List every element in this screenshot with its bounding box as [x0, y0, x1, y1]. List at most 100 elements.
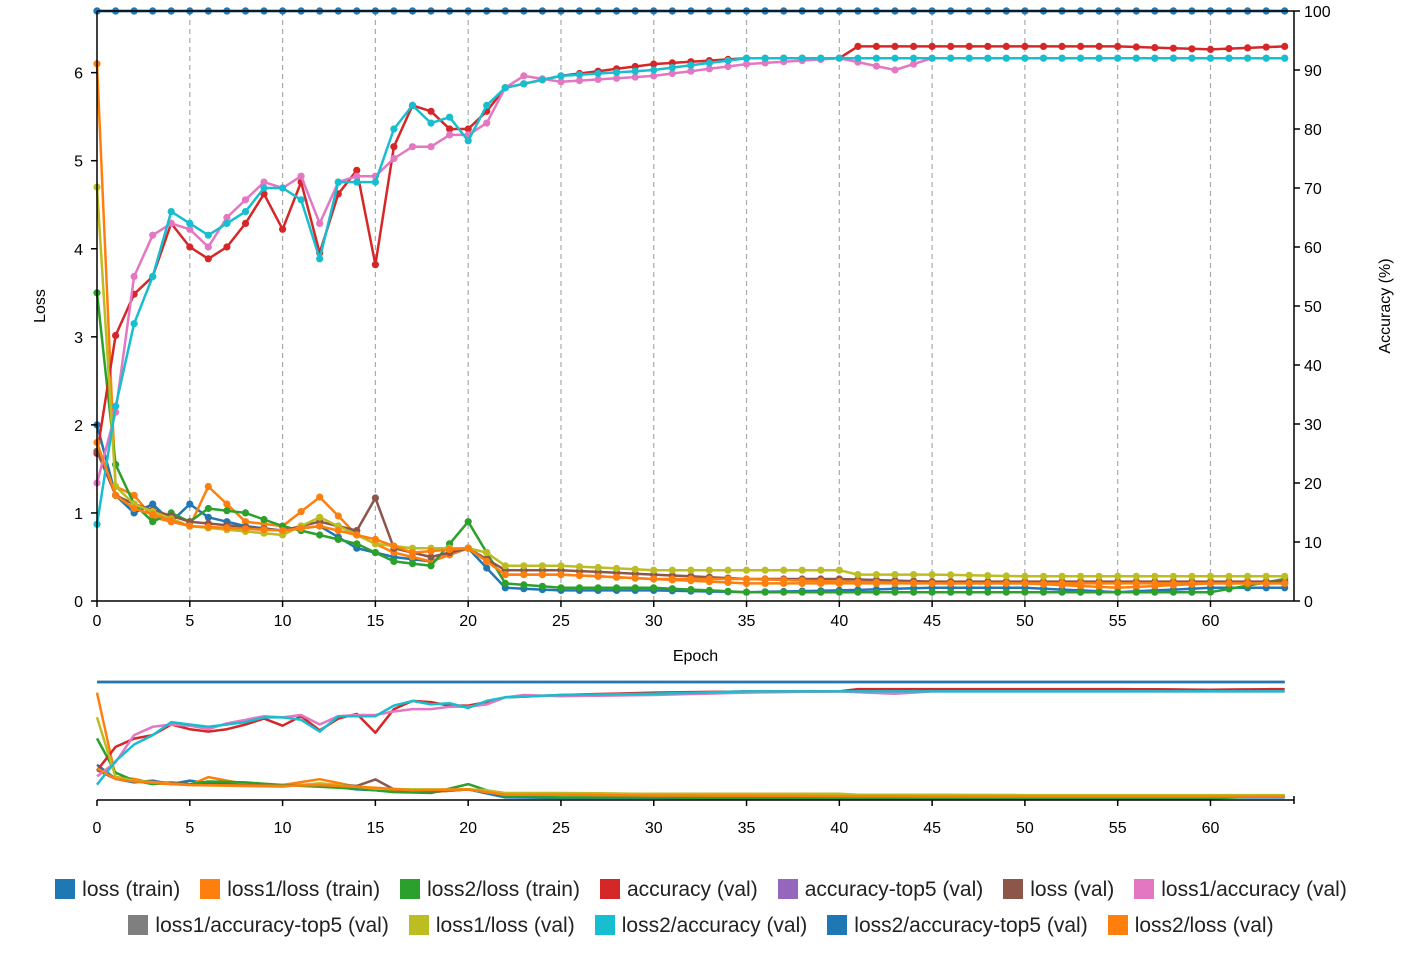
series-loss2-loss-train	[93, 289, 1289, 596]
data-point	[520, 72, 528, 80]
data-point	[279, 527, 287, 535]
x-axis-title: Epoch	[673, 648, 718, 665]
data-point	[316, 255, 324, 263]
data-point	[798, 566, 806, 574]
data-point	[631, 574, 639, 582]
y-axis-right-title: Accuracy (%)	[1377, 258, 1394, 353]
data-point	[910, 54, 918, 62]
data-point	[835, 578, 843, 586]
y-right-tick-label: 100	[1304, 4, 1331, 21]
data-point	[650, 584, 658, 592]
legend-item-loss2-loss-train[interactable]: loss2/loss (train)	[400, 872, 580, 908]
data-point	[1039, 54, 1048, 62]
legend-label: loss1/loss (train)	[227, 878, 381, 901]
legend-item-loss2-accuracy-top5-val[interactable]: loss2/accuracy-top5 (val)	[827, 908, 1088, 944]
data-point	[112, 491, 120, 499]
data-point	[1114, 588, 1122, 596]
data-point	[483, 564, 491, 572]
series-loss2-accuracy-val	[93, 54, 1289, 528]
data-point	[241, 518, 250, 526]
data-point	[1225, 572, 1233, 580]
data-point	[371, 494, 379, 502]
data-point	[557, 562, 565, 570]
data-point	[1077, 588, 1085, 596]
data-point	[965, 571, 973, 579]
y-right-tick-label: 80	[1304, 122, 1322, 139]
overview-line-accuracy-val	[96, 687, 1285, 772]
data-point	[149, 231, 157, 239]
overview-x-tick-label: 30	[645, 820, 663, 837]
data-point	[1058, 579, 1066, 588]
data-point	[947, 54, 955, 62]
data-point	[1169, 588, 1177, 596]
data-point	[1002, 572, 1010, 580]
legend-item-loss1-accuracy-val[interactable]: loss1/accuracy (val)	[1134, 872, 1347, 908]
overview-x-tick-label: 60	[1202, 820, 1220, 837]
data-point	[947, 571, 955, 579]
data-point	[149, 500, 157, 508]
data-point	[668, 585, 676, 593]
data-point	[835, 566, 843, 574]
data-point	[668, 69, 676, 78]
data-point	[408, 101, 417, 109]
data-point	[1002, 579, 1010, 588]
data-point	[1132, 579, 1140, 588]
legend-item-loss2-loss-val[interactable]: loss2/loss (val)	[1107, 908, 1274, 944]
data-point	[650, 60, 658, 68]
legend-label: loss1/accuracy-top5 (val)	[155, 914, 389, 937]
data-point	[854, 588, 862, 596]
data-point	[872, 42, 881, 51]
data-point	[557, 78, 565, 86]
data-point	[390, 542, 398, 550]
data-point	[965, 42, 973, 51]
data-point	[965, 588, 973, 596]
legend-swatch	[200, 879, 221, 899]
legend-item-accuracy-val[interactable]: accuracy (val)	[599, 872, 758, 908]
legend-item-loss2-accuracy-val[interactable]: loss2/accuracy (val)	[594, 908, 807, 944]
data-point	[186, 225, 194, 233]
legend: loss (train) loss1/loss (train) loss2/loss…	[0, 872, 1402, 944]
legend-item-accuracy-top5-val[interactable]: accuracy-top5 (val)	[777, 872, 983, 908]
data-point	[872, 571, 881, 579]
overview-line-loss1-loss-train	[95, 692, 1285, 799]
data-point	[1225, 54, 1233, 62]
data-point	[464, 125, 472, 133]
x-tick-label: 30	[645, 613, 663, 630]
data-point	[872, 54, 881, 62]
data-point	[557, 571, 565, 579]
x-tick-label: 50	[1016, 613, 1034, 630]
legend-item-loss1-loss-val[interactable]: loss1/loss (val)	[408, 908, 575, 944]
data-point	[742, 566, 751, 574]
data-point	[928, 579, 936, 588]
legend-item-loss-val[interactable]: loss (val)	[1003, 872, 1114, 908]
data-point	[1114, 54, 1122, 62]
data-point	[1225, 579, 1233, 588]
overview-x-tick-label: 45	[923, 820, 941, 837]
data-point	[742, 54, 751, 62]
data-point	[705, 566, 714, 574]
data-point	[1262, 572, 1270, 580]
legend-swatch	[827, 915, 848, 935]
series-loss1-loss-train	[93, 60, 1289, 592]
data-point	[891, 579, 899, 587]
data-point	[186, 500, 194, 508]
data-point	[241, 525, 250, 533]
legend-item-loss1-loss-train[interactable]: loss1/loss (train)	[200, 872, 380, 908]
overview-series[interactable]	[95, 680, 1285, 800]
data-point	[650, 575, 658, 583]
data-point	[501, 571, 509, 579]
data-point	[668, 575, 676, 583]
legend-item-loss1-accuracy-top5-val[interactable]: loss1/accuracy-top5 (val)	[128, 908, 389, 944]
data-point	[705, 586, 714, 595]
legend-item-loss-train[interactable]: loss (train)	[55, 872, 180, 908]
data-point	[1281, 54, 1289, 62]
data-point	[575, 71, 584, 79]
series-loss-val	[93, 447, 1289, 586]
data-point	[241, 208, 250, 216]
data-point	[316, 219, 324, 227]
data-point	[427, 143, 435, 151]
overview-x-tick-label: 35	[738, 820, 756, 837]
data-point	[390, 143, 398, 151]
data-point	[483, 557, 491, 566]
data-point	[520, 581, 528, 589]
